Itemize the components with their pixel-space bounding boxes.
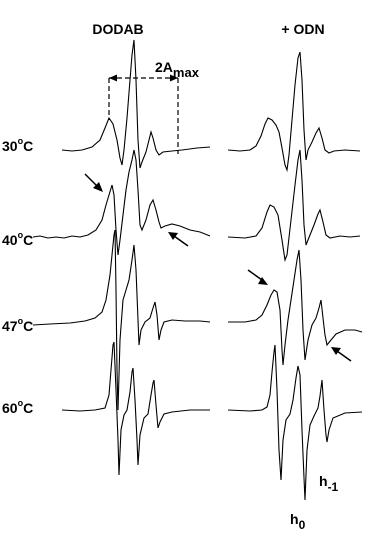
spectrum-odn-30C <box>227 51 361 173</box>
temperature-unit: C <box>23 232 33 248</box>
panel-dodab <box>32 39 211 476</box>
spectrum-dodab-40C <box>32 149 211 256</box>
temperature-unit: C <box>23 138 33 154</box>
svg-text:2Amax: 2Amax <box>155 59 200 80</box>
spectrum-odn-47C <box>228 249 363 366</box>
temperature-label-60: 60oC <box>2 398 33 416</box>
svg-text:47oC: 47oC <box>2 316 33 334</box>
arrow-odn-47C-right <box>331 347 352 362</box>
label-h-minus1: h <box>319 473 328 489</box>
svg-text:60oC: 60oC <box>2 398 33 416</box>
svg-text:h-1: h-1 <box>319 473 339 494</box>
spectrum-odn-40C <box>227 149 361 263</box>
degree-sign: o <box>18 230 24 240</box>
spectrum-dodab-47C <box>32 229 211 411</box>
svg-text:30oC: 30oC <box>2 136 33 154</box>
arrow-dodab-40C-left <box>84 173 103 192</box>
amax-arrowhead-right <box>170 74 178 82</box>
svg-text:40oC: 40oC <box>2 230 33 248</box>
temperature-value: 60 <box>2 400 18 416</box>
svg-text:h0: h0 <box>290 511 306 532</box>
temperature-label-30: 30oC <box>2 136 33 154</box>
temperature-value: 47 <box>2 318 18 334</box>
panel-odn <box>227 51 363 501</box>
amax-annotation: 2Amax <box>108 59 200 154</box>
amax-label: 2A <box>155 59 173 75</box>
degree-sign: o <box>18 316 24 326</box>
panel-title-dodab: DODAB <box>92 21 143 37</box>
temperature-label-47: 47oC <box>2 316 33 334</box>
label-h0-subscript: 0 <box>299 518 306 532</box>
degree-sign: o <box>18 136 24 146</box>
spectrum-odn-60C <box>227 344 363 501</box>
temperature-unit: C <box>23 318 33 334</box>
label-h0: h <box>290 511 299 527</box>
temperature-value: 30 <box>2 138 18 154</box>
temperature-value: 40 <box>2 232 18 248</box>
amax-subscript: max <box>173 65 200 80</box>
degree-sign: o <box>18 398 24 408</box>
amax-arrowhead-left <box>109 74 117 82</box>
temperature-unit: C <box>23 400 33 416</box>
temperature-label-40: 40oC <box>2 230 33 248</box>
spectrum-dodab-30C <box>61 39 211 169</box>
panel-title-odn: + ODN <box>281 21 324 37</box>
spectrum-dodab-60C <box>61 341 210 476</box>
arrow-odn-47C-left <box>247 269 268 285</box>
arrow-dodab-40C-right <box>168 232 189 247</box>
label-h-minus1-subscript: -1 <box>328 480 339 494</box>
